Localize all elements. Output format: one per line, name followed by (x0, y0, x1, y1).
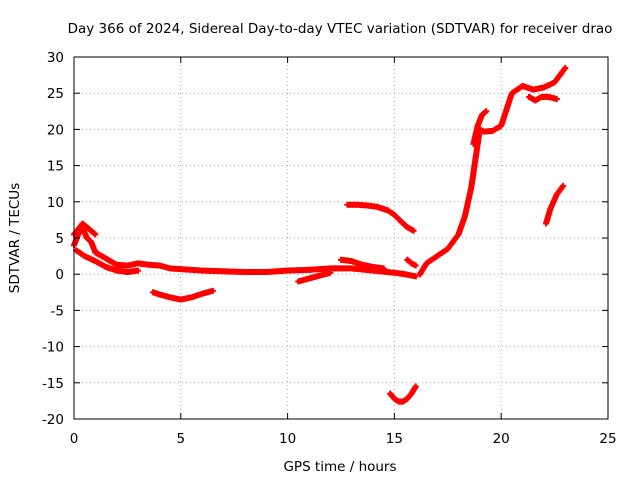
series-upper-arc (344, 201, 417, 234)
data-point-marker (412, 383, 419, 390)
y-tick-label: 0 (55, 267, 64, 283)
series-low-arc (387, 383, 419, 405)
data-point-marker (327, 269, 334, 276)
y-tick-label: -15 (42, 376, 64, 392)
data-point-marker (562, 64, 569, 71)
series-branch-low (295, 269, 334, 285)
x-tick-label: 25 (599, 431, 616, 447)
data-points (71, 64, 569, 405)
x-tick-label: 0 (70, 431, 79, 447)
x-tick-label: 20 (493, 431, 510, 447)
data-point-marker (92, 231, 99, 238)
series-late-band (525, 93, 560, 104)
data-point-marker (380, 265, 387, 272)
y-axis-label: SDTVAR / TECUs (7, 183, 23, 293)
data-point-marker (135, 267, 142, 274)
y-tick-label: -5 (51, 303, 64, 319)
series-rise (417, 64, 569, 278)
chart-title: Day 366 of 2024, Sidereal Day-to-day VTE… (68, 21, 613, 37)
series-rise-upper (470, 108, 490, 147)
data-point-marker (209, 287, 216, 294)
y-tick-label: 15 (47, 159, 64, 175)
series-branch-high (338, 256, 387, 272)
x-axis-label: GPS time / hours (283, 459, 396, 475)
series-early-high (71, 220, 99, 238)
x-tick-label: 15 (386, 431, 403, 447)
data-point-marker (410, 227, 417, 234)
y-tick-label: 5 (55, 231, 64, 247)
series-late-fragment (543, 182, 567, 227)
series-fragment (404, 256, 419, 269)
series-dip (150, 287, 216, 303)
axis-ticks: 0 5 10 15 20 25 30 25 20 15 10 5 0 -5 -10 -15 -20 (42, 50, 617, 447)
data-point-marker (483, 108, 490, 115)
y-tick-label: 25 (47, 86, 64, 102)
data-point-marker (553, 95, 560, 102)
data-point-marker (560, 182, 567, 189)
x-tick-label: 10 (279, 431, 296, 447)
y-tick-label: 30 (47, 50, 64, 66)
data-point-marker (412, 262, 419, 269)
series-early-low (73, 247, 142, 276)
data-point-marker (412, 273, 419, 280)
y-tick-label: 20 (47, 122, 64, 138)
y-tick-label: -10 (42, 340, 64, 356)
y-tick-label: -20 (42, 412, 64, 428)
y-tick-label: 10 (47, 195, 64, 211)
x-tick-label: 5 (177, 431, 186, 447)
